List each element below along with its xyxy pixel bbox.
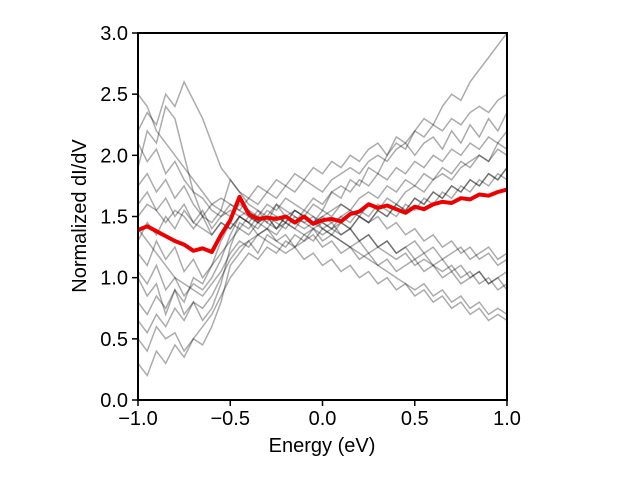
y-tick-label: 1.0 bbox=[100, 268, 128, 290]
individual-spectrum-line bbox=[138, 190, 507, 291]
y-axis-label: Normalized dI/dV bbox=[69, 139, 91, 293]
individual-spectrum-line bbox=[138, 215, 507, 298]
y-tick-label: 1.5 bbox=[100, 207, 128, 229]
y-tick-label: 3.0 bbox=[100, 23, 128, 45]
individual-spectrum-line bbox=[138, 215, 507, 335]
x-tick-label: 0.0 bbox=[309, 408, 337, 430]
individual-spectrum-line bbox=[138, 93, 507, 291]
y-tick-label: 0.5 bbox=[100, 329, 128, 351]
x-axis-label: Energy (eV) bbox=[269, 435, 376, 457]
y-tick-label: 2.0 bbox=[100, 145, 128, 167]
individual-spectrum-line bbox=[138, 142, 507, 317]
individual-spectra bbox=[138, 33, 507, 378]
x-tick-label: 1.0 bbox=[493, 408, 521, 430]
individual-spectrum-line bbox=[138, 203, 507, 280]
individual-spectrum-line bbox=[138, 167, 507, 378]
individual-spectrum-line bbox=[138, 228, 507, 322]
individual-spectrum-line bbox=[138, 33, 507, 225]
individual-spectrum-line bbox=[138, 208, 507, 285]
x-tick-label: 0.5 bbox=[401, 408, 429, 430]
y-tick-label: 0.0 bbox=[100, 390, 128, 412]
y-tick-label: 2.5 bbox=[100, 84, 128, 106]
individual-spectrum-line bbox=[138, 148, 507, 237]
x-tick-label: −1.0 bbox=[118, 408, 157, 430]
x-axis: −1.0 −0.5 0.0 0.5 1.0 bbox=[118, 400, 521, 430]
individual-spectrum-line bbox=[138, 167, 507, 353]
individual-spectrum-line bbox=[138, 172, 507, 322]
average-spectrum bbox=[138, 187, 507, 254]
individual-spectrum-line bbox=[138, 112, 507, 218]
x-tick-label: −0.5 bbox=[211, 408, 250, 430]
individual-spectrum-line bbox=[138, 80, 507, 200]
individual-spectrum-line bbox=[138, 130, 507, 224]
y-axis: 0.0 0.5 1.0 1.5 2.0 2.5 3.0 bbox=[100, 23, 138, 412]
average-spectrum-line bbox=[138, 187, 507, 254]
